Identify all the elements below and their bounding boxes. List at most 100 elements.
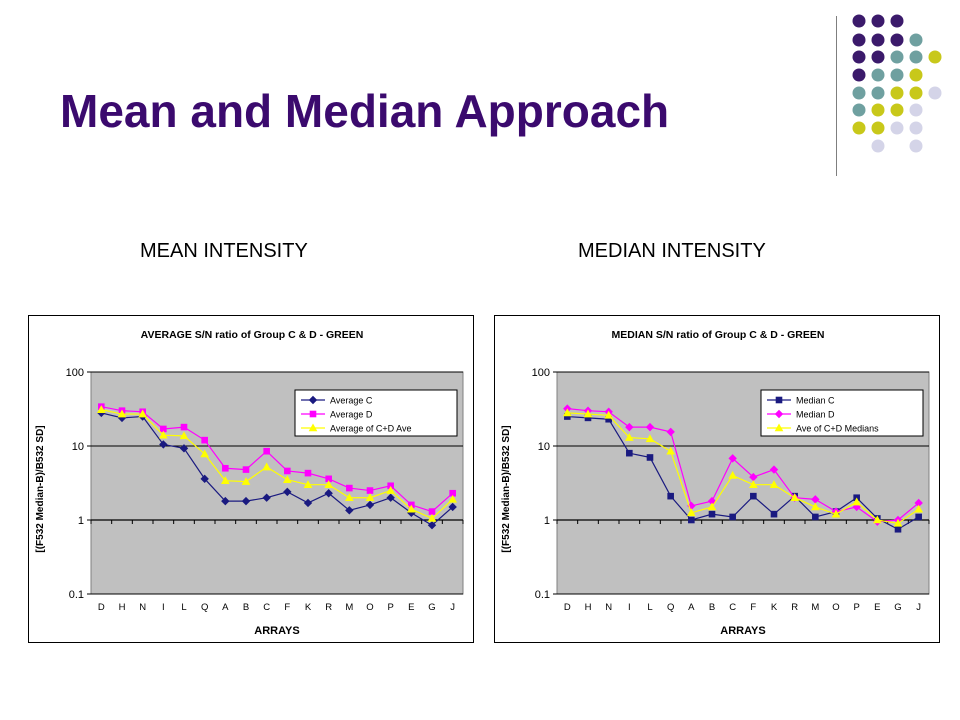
decor-dot <box>909 86 923 100</box>
x-tick-label: F <box>750 602 756 613</box>
data-point <box>812 513 819 521</box>
x-tick-label: N <box>139 602 146 613</box>
x-tick-label: J <box>916 602 921 613</box>
data-point <box>750 492 757 500</box>
x-tick-label: D <box>98 602 105 613</box>
decor-dot <box>871 139 885 153</box>
legend-label: Median D <box>796 410 835 420</box>
decor-dot <box>909 103 923 117</box>
x-tick-label: R <box>791 602 798 613</box>
x-axis-label: ARRAYS <box>254 625 299 637</box>
data-point <box>448 494 458 503</box>
decor-dot <box>890 14 904 28</box>
x-tick-label: L <box>181 602 186 613</box>
decor-dot <box>890 86 904 100</box>
data-point <box>117 409 127 418</box>
chart-panel-median: MEDIAN S/N ratio of Group C & D - GREEN 0… <box>494 315 940 643</box>
x-tick-label: D <box>564 602 571 613</box>
legend-swatch-marker <box>309 410 317 418</box>
x-tick-label: N <box>605 602 612 613</box>
data-point <box>284 467 291 475</box>
data-point <box>200 474 209 484</box>
data-point <box>790 493 800 502</box>
data-point <box>344 493 354 502</box>
data-point <box>626 449 633 457</box>
data-point <box>262 462 272 471</box>
data-point <box>180 423 188 431</box>
data-point <box>138 409 148 418</box>
x-tick-label: P <box>387 602 393 613</box>
data-point <box>427 513 437 522</box>
y-axis-label: [(F532 Median-B)/B532 SD] <box>35 425 46 552</box>
data-point <box>769 465 779 474</box>
x-tick-label: M <box>811 602 819 613</box>
legend-label: Average of C+D Ave <box>330 424 411 434</box>
x-tick-label: A <box>222 602 229 613</box>
data-point <box>872 515 882 524</box>
data-point <box>625 422 634 432</box>
legend-label: Median C <box>796 396 835 406</box>
chart-title: AVERAGE S/N ratio of Group C & D - GREEN <box>141 329 364 341</box>
chart-panel-mean: AVERAGE S/N ratio of Group C & D - GREEN… <box>28 315 474 643</box>
x-tick-label: R <box>325 602 332 613</box>
data-point <box>158 430 168 439</box>
decor-dot <box>852 86 866 100</box>
data-point <box>386 486 396 494</box>
legend-swatch-marker <box>774 423 784 432</box>
series-median-d <box>563 404 923 526</box>
x-tick-label: Q <box>201 602 208 613</box>
decor-dot <box>871 14 885 28</box>
x-tick-label: G <box>894 602 901 613</box>
data-point <box>221 496 230 506</box>
data-point <box>707 502 717 511</box>
x-tick-label: C <box>263 602 270 613</box>
data-point <box>666 446 676 455</box>
data-point <box>222 464 229 472</box>
subtitle-mean-intensity: MEAN INTENSITY <box>140 240 308 262</box>
data-point <box>770 510 778 518</box>
legend-item: Average D <box>301 410 373 420</box>
x-tick-label: C <box>729 602 736 613</box>
data-point <box>604 410 614 419</box>
x-tick-label: K <box>771 602 778 613</box>
data-point <box>365 500 375 510</box>
legend: Median C Median D Ave of C+D Medians <box>760 389 924 437</box>
legend-item: Average C <box>301 396 373 406</box>
data-point <box>263 447 270 455</box>
decor-dot <box>890 103 904 117</box>
data-point <box>708 510 716 518</box>
decorative-divider <box>836 16 837 176</box>
x-tick-label: B <box>709 602 715 613</box>
y-tick-label: 0.1 <box>69 589 84 601</box>
x-tick-label: Q <box>667 602 674 613</box>
data-point <box>386 493 395 502</box>
data-point <box>282 475 292 484</box>
data-point <box>769 480 779 488</box>
legend-item: Median C <box>767 396 835 406</box>
series-line <box>101 406 454 513</box>
x-tick-label: L <box>647 602 652 613</box>
data-point <box>324 480 334 488</box>
decor-dot <box>871 86 885 100</box>
legend-item: Median D <box>767 410 835 420</box>
x-tick-label: M <box>345 602 353 613</box>
data-point <box>645 422 655 432</box>
data-point <box>179 431 189 440</box>
legend-label: Average C <box>330 396 373 406</box>
y-tick-label: 100 <box>66 367 84 379</box>
x-tick-label: B <box>243 602 249 613</box>
data-point <box>729 513 736 521</box>
x-tick-label: K <box>305 602 312 613</box>
legend-swatch-marker <box>775 396 783 404</box>
data-point <box>667 492 674 500</box>
y-tick-label: 1 <box>544 515 550 527</box>
data-point <box>345 506 354 515</box>
decor-dot <box>890 121 904 135</box>
x-tick-label: H <box>119 602 126 613</box>
data-point <box>304 469 312 477</box>
data-point <box>686 508 696 517</box>
x-tick-label: O <box>366 602 373 613</box>
x-tick-label: I <box>628 602 631 613</box>
subtitle-median-intensity: MEDIAN INTENSITY <box>578 240 766 262</box>
x-tick-label: I <box>162 602 165 613</box>
